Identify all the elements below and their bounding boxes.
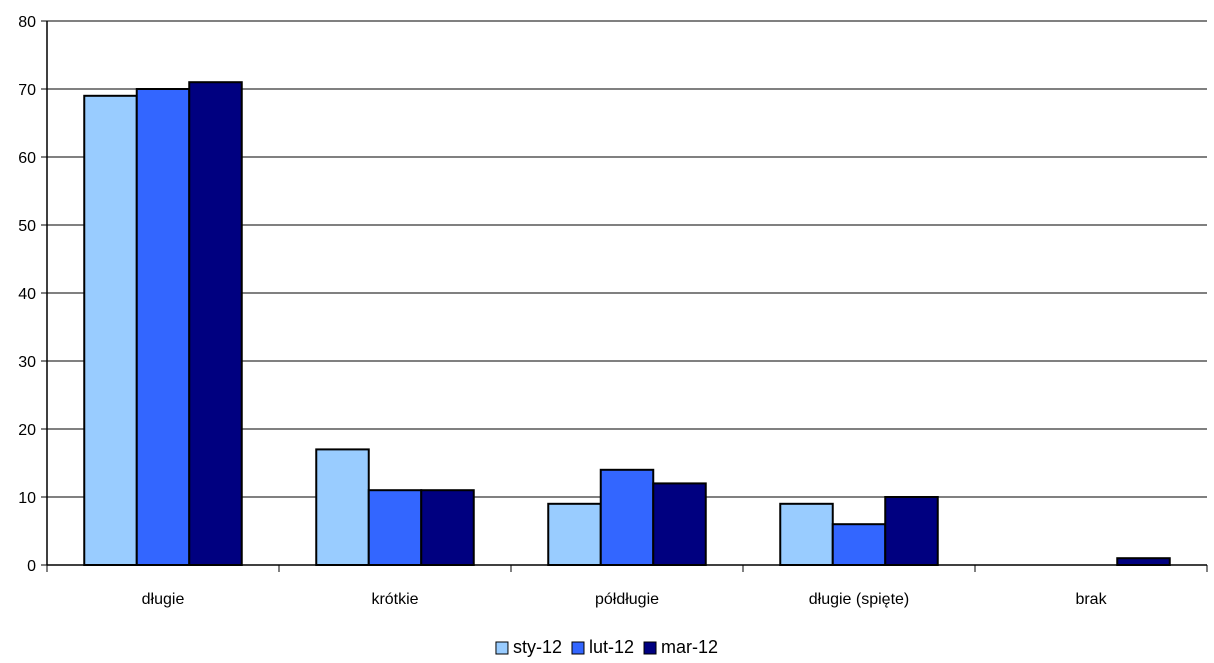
y-tick-label: 80 bbox=[18, 14, 36, 31]
x-axis-tick-labels: długie krótkie półdługie długie (spięte) bra… bbox=[142, 591, 1108, 608]
x-tick-label: półdługie bbox=[595, 591, 659, 608]
y-tick-label: 0 bbox=[27, 558, 36, 575]
bar-mar-12-brak bbox=[1116, 557, 1171, 567]
bar-mar-12-półdługie bbox=[652, 482, 707, 566]
y-tick-label: 20 bbox=[18, 422, 36, 439]
y-tick-label: 70 bbox=[18, 82, 36, 99]
bar-lut-12-krótkie bbox=[367, 489, 423, 567]
x-tick-label: długie bbox=[142, 591, 185, 608]
y-tick-label: 10 bbox=[18, 490, 36, 507]
y-tick-label: 30 bbox=[18, 354, 36, 371]
legend-item: lut-12 bbox=[571, 637, 634, 657]
y-tick-label: 50 bbox=[18, 218, 36, 235]
bar-lut-12-długie bbox=[135, 88, 191, 566]
x-tick-label: krótkie bbox=[371, 591, 418, 608]
bar-mar-12-długie (spięte) bbox=[884, 496, 939, 566]
legend-label: sty-12 bbox=[513, 637, 562, 657]
bar-mar-12-krótkie bbox=[420, 489, 475, 567]
x-tick-label: brak bbox=[1075, 591, 1107, 608]
legend-item: mar-12 bbox=[643, 637, 718, 657]
legend-label: mar-12 bbox=[661, 637, 718, 657]
bar-sty-12-długie (spięte) bbox=[779, 502, 834, 566]
legend-swatch bbox=[495, 641, 509, 655]
y-tick-label: 60 bbox=[18, 150, 36, 167]
legend-swatch bbox=[643, 641, 657, 655]
y-axis-tick-labels: 0 10 20 30 40 50 60 70 80 bbox=[18, 14, 36, 575]
bar-lut-12-półdługie bbox=[599, 468, 655, 566]
legend-item: sty-12 bbox=[495, 637, 562, 657]
legend: sty-12 lut-12 mar-12 bbox=[495, 637, 718, 657]
bar-sty-12-długie bbox=[83, 94, 138, 567]
axes bbox=[41, 20, 1208, 572]
x-tick-label: długie (spięte) bbox=[809, 591, 910, 608]
legend-label: lut-12 bbox=[589, 637, 634, 657]
bar-sty-12-półdługie bbox=[547, 502, 602, 566]
bars bbox=[83, 81, 1171, 567]
bar-lut-12-długie (spięte) bbox=[831, 523, 887, 567]
y-tick-label: 40 bbox=[18, 286, 36, 303]
legend-swatch bbox=[571, 641, 585, 655]
bar-sty-12-krótkie bbox=[315, 448, 370, 566]
bar-mar-12-długie bbox=[188, 81, 243, 566]
